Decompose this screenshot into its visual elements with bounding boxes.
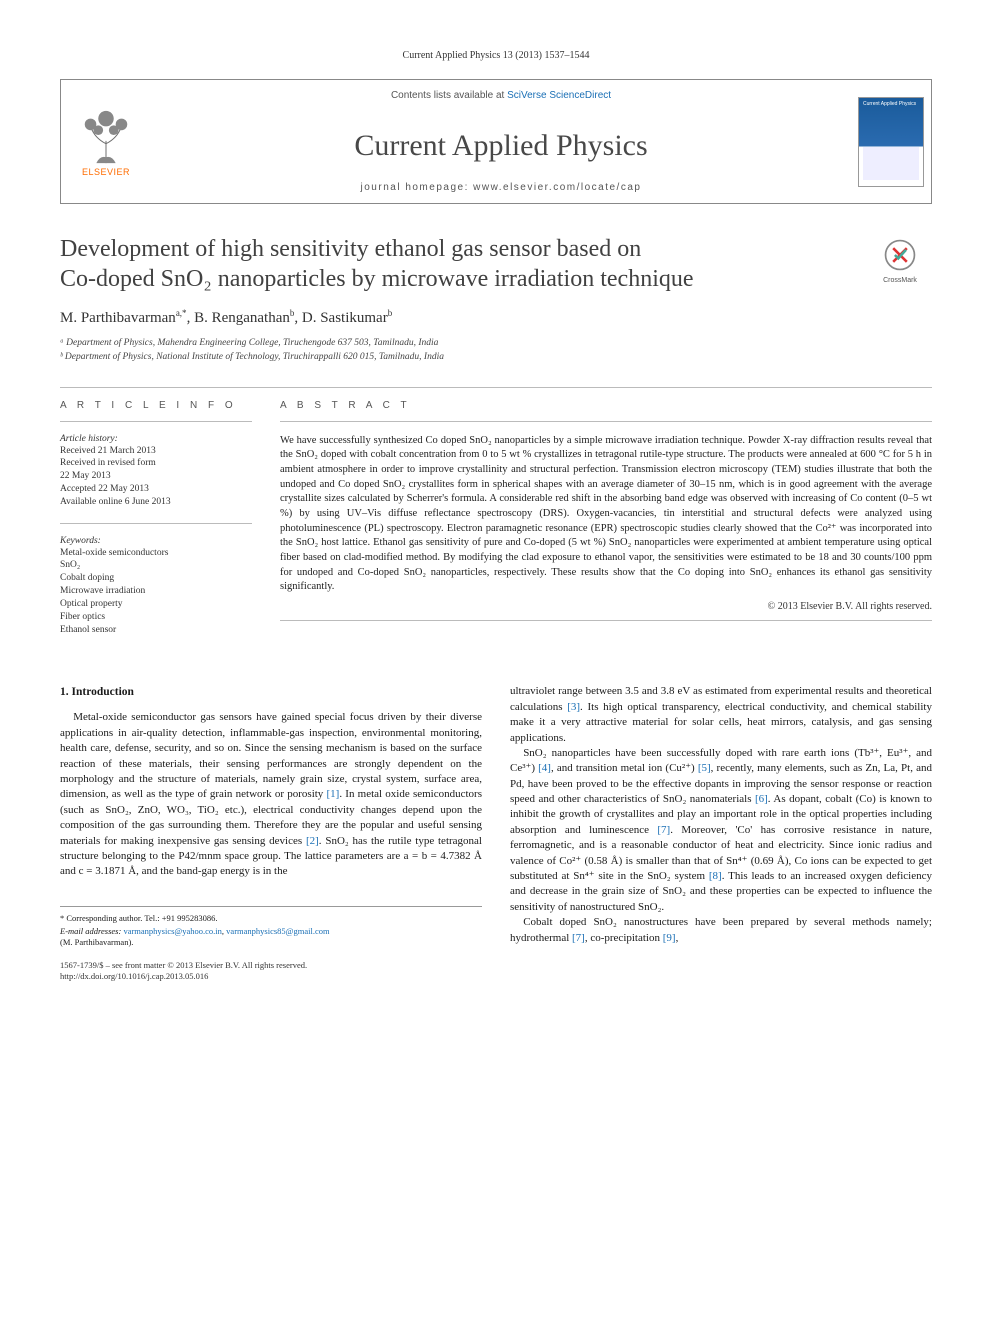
intro-paragraph-r3: Cobalt doped SnO₂ nanostructures have be… <box>510 915 932 946</box>
ref-link[interactable]: [3] <box>567 701 580 713</box>
author-2: , B. Renganathan <box>187 310 290 326</box>
elsevier-logo[interactable]: ELSEVIER <box>61 80 151 203</box>
crossmark-badge[interactable]: CrossMark <box>868 238 932 278</box>
article-info-head: A R T I C L E I N F O <box>60 400 252 411</box>
title-line-1: Development of high sensitivity ethanol … <box>60 236 641 262</box>
intro-paragraph-left: Metal-oxide semiconductor gas sensors ha… <box>60 710 482 879</box>
affiliations: ᵃ Department of Physics, Mahendra Engine… <box>60 337 932 365</box>
affiliation-a: ᵃ Department of Physics, Mahendra Engine… <box>60 337 932 350</box>
author-3-sup: b <box>388 308 393 318</box>
intro-paragraph-r2: SnO₂ nanoparticles have been successfull… <box>510 746 932 915</box>
article-title: Development of high sensitivity ethanol … <box>60 234 932 294</box>
doi-link[interactable]: http://dx.doi.org/10.1016/j.cap.2013.05.… <box>60 971 208 981</box>
history-revised-1: Received in revised form <box>60 457 252 470</box>
history-received: Received 21 March 2013 <box>60 445 252 458</box>
intro-paragraph-r1: ultraviolet range between 3.5 and 3.8 eV… <box>510 684 932 746</box>
divider <box>60 421 252 422</box>
header-center: Contents lists available at SciVerse Sci… <box>151 80 851 203</box>
ref-link[interactable]: [1] <box>327 788 340 800</box>
history-online: Available online 6 June 2013 <box>60 496 252 509</box>
elsevier-label: ELSEVIER <box>82 167 130 177</box>
keyword: Fiber optics <box>60 611 252 624</box>
body-columns: 1. Introduction Metal-oxide semiconducto… <box>60 684 932 982</box>
journal-header: ELSEVIER Contents lists available at Sci… <box>60 79 932 204</box>
crossmark-icon <box>883 238 917 272</box>
keywords: Keywords: Metal-oxide semiconductors SnO… <box>60 536 252 637</box>
abstract-text: We have successfully synthesized Co dope… <box>280 434 932 596</box>
contents-prefix: Contents lists available at <box>391 90 507 101</box>
issn-line: 1567-1739/$ – see front matter © 2013 El… <box>60 960 482 971</box>
title-line-2: Co-doped SnO₂ nanoparticles by microwave… <box>60 266 694 292</box>
ref-link[interactable]: [9] <box>663 932 676 944</box>
keyword: SnO₂ <box>60 559 252 572</box>
keyword: Metal-oxide semiconductors <box>60 547 252 560</box>
journal-cover[interactable]: Current Applied Physics <box>851 80 931 203</box>
email-line: E-mail addresses: varmanphysics@yahoo.co… <box>60 926 482 937</box>
journal-reference: Current Applied Physics 13 (2013) 1537–1… <box>60 50 932 61</box>
article-info-column: A R T I C L E I N F O Article history: R… <box>60 400 252 651</box>
ref-link[interactable]: [2] <box>306 835 319 847</box>
author-1: M. Parthibavarman <box>60 310 176 326</box>
contents-lists: Contents lists available at SciVerse Sci… <box>391 90 611 101</box>
authors: M. Parthibavarmana,*, B. Renganathan b, D… <box>60 308 932 327</box>
corr-author: * Corresponding author. Tel.: +91 995283… <box>60 913 482 924</box>
ref-link[interactable]: [8] <box>709 870 722 882</box>
article-history: Article history: Received 21 March 2013 … <box>60 434 252 509</box>
email-2[interactable]: varmanphysics85@gmail.com <box>226 926 329 936</box>
abstract-head: A B S T R A C T <box>280 400 932 411</box>
journal-title: Current Applied Physics <box>354 129 647 163</box>
author-3: , D. Sastikumar <box>294 310 387 326</box>
ref-link[interactable]: [7] <box>657 824 670 836</box>
abstract-column: A B S T R A C T We have successfully syn… <box>280 400 932 651</box>
crossmark-label: CrossMark <box>868 277 932 284</box>
email-label: E-mail addresses: <box>60 926 121 936</box>
sciencedirect-link[interactable]: SciVerse ScienceDirect <box>507 90 611 101</box>
email-tail: (M. Parthibavarman). <box>60 937 482 948</box>
keyword: Microwave irradiation <box>60 585 252 598</box>
ref-link[interactable]: [4] <box>538 762 551 774</box>
divider <box>280 421 932 422</box>
cover-title: Current Applied Physics <box>863 102 919 108</box>
body-right-column: ultraviolet range between 3.5 and 3.8 eV… <box>510 684 932 982</box>
affiliation-b: ᵇ Department of Physics, National Instit… <box>60 351 932 364</box>
info-abstract-row: A R T I C L E I N F O Article history: R… <box>60 400 932 651</box>
keyword: Optical property <box>60 598 252 611</box>
cover-image: Current Applied Physics <box>858 97 924 187</box>
keyword: Ethanol sensor <box>60 624 252 637</box>
journal-homepage[interactable]: journal homepage: www.elsevier.com/locat… <box>361 182 642 193</box>
ref-link[interactable]: [5] <box>698 762 711 774</box>
body-left-column: 1. Introduction Metal-oxide semiconducto… <box>60 684 482 982</box>
introduction-head: 1. Introduction <box>60 684 482 700</box>
history-accepted: Accepted 22 May 2013 <box>60 483 252 496</box>
keyword: Cobalt doping <box>60 572 252 585</box>
divider <box>60 387 932 388</box>
history-revised-2: 22 May 2013 <box>60 470 252 483</box>
divider <box>280 620 932 621</box>
copyright: © 2013 Elsevier B.V. All rights reserved… <box>280 601 932 612</box>
history-label: Article history: <box>60 434 252 444</box>
author-1-sup: a,* <box>176 308 187 318</box>
page: Current Applied Physics 13 (2013) 1537–1… <box>0 0 992 1022</box>
divider <box>60 523 252 524</box>
keywords-label: Keywords: <box>60 536 252 546</box>
elsevier-tree-icon <box>77 107 135 165</box>
issn-doi: 1567-1739/$ – see front matter © 2013 El… <box>60 960 482 982</box>
ref-link[interactable]: [6] <box>755 793 768 805</box>
ref-link[interactable]: [7] <box>572 932 585 944</box>
corresponding-author-footer: * Corresponding author. Tel.: +91 995283… <box>60 906 482 948</box>
email-1[interactable]: varmanphysics@yahoo.co.in <box>123 926 221 936</box>
